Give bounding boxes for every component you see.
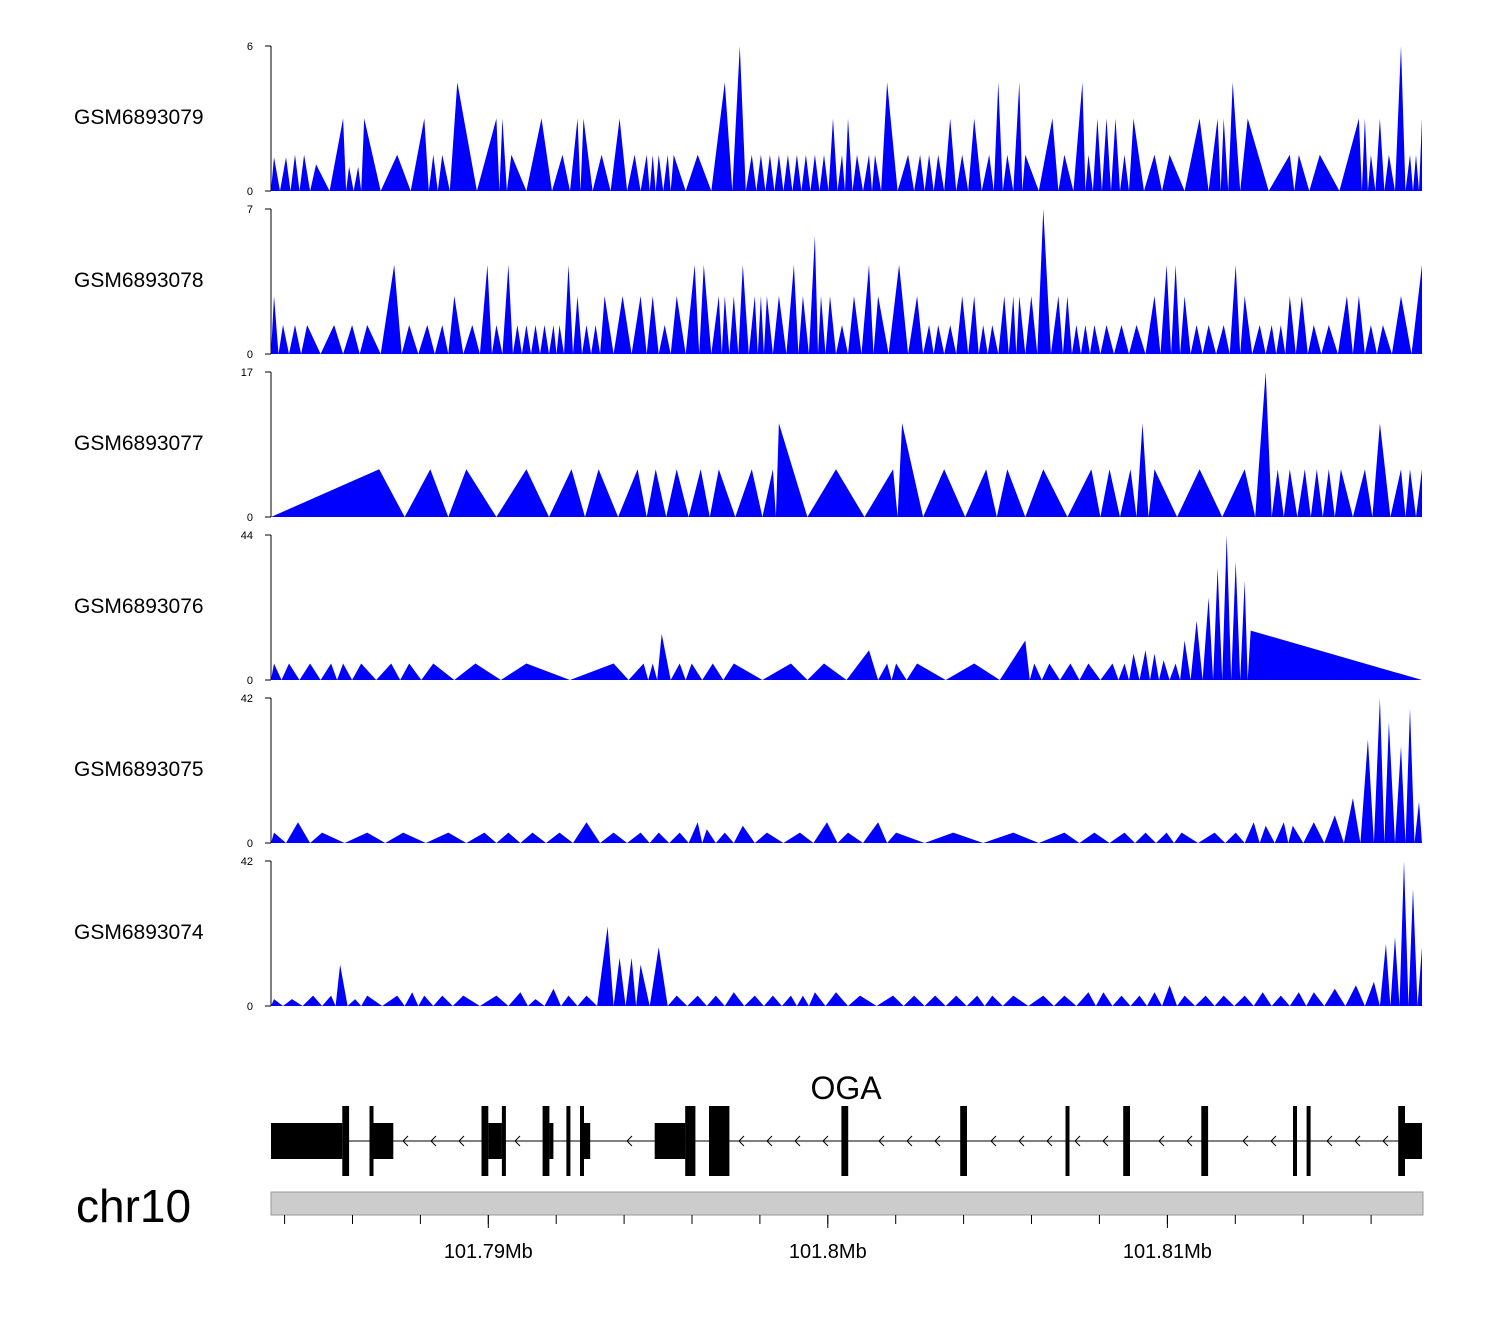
strand-arrow <box>430 1135 437 1147</box>
strand-arrow <box>906 1135 913 1147</box>
coverage-area <box>271 46 1422 191</box>
strand-arrow <box>1382 1135 1389 1147</box>
gene-exon-utr <box>583 1123 591 1159</box>
gene-exon-cds <box>1398 1106 1405 1176</box>
gene-exon-cds <box>841 1106 849 1176</box>
chromosome-label: chr10 <box>76 1180 191 1232</box>
gene-exon-cds <box>1201 1106 1209 1176</box>
track-GSM6893079: GSM6893079 6 0 <box>74 41 1422 198</box>
strand-arrow <box>1326 1135 1333 1147</box>
coverage-area <box>271 209 1422 354</box>
gene-exon-cds <box>542 1106 550 1176</box>
strand-arrow <box>514 1135 521 1147</box>
gene-exon-cds <box>369 1106 374 1176</box>
track-label: GSM6893079 <box>74 106 204 129</box>
gene-exon-cds <box>580 1106 584 1176</box>
track-label: GSM6893076 <box>74 595 204 618</box>
y-axis-max-label: 42 <box>241 856 253 868</box>
gene-name-label: OGA <box>810 1070 882 1106</box>
gene-exon-cds <box>566 1106 571 1176</box>
gene-exon-utr <box>372 1123 394 1159</box>
y-axis-max-label: 42 <box>241 693 253 705</box>
strand-arrow <box>1354 1135 1361 1147</box>
y-axis-min-label: 0 <box>247 512 253 524</box>
y-axis-min-label: 0 <box>247 1001 253 1013</box>
strand-arrow <box>1046 1135 1053 1147</box>
x-axis-tick-label: 101.79Mb <box>444 1241 533 1263</box>
track-GSM6893077: GSM6893077 17 0 <box>74 367 1422 524</box>
y-axis-max-label: 6 <box>247 41 253 53</box>
x-axis-tick-label: 101.81Mb <box>1123 1241 1212 1263</box>
strand-arrow <box>1074 1135 1081 1147</box>
strand-arrow <box>1242 1135 1249 1147</box>
strand-arrow <box>626 1135 633 1147</box>
strand-arrow <box>1186 1135 1193 1147</box>
gene-exon-cds <box>1293 1106 1297 1176</box>
strand-arrow <box>1018 1135 1025 1147</box>
gene-exon-cds <box>1123 1106 1130 1176</box>
y-axis-min-label: 0 <box>247 186 253 198</box>
ideogram-track: chr10 101.79Mb 101.8Mb 101.81Mb <box>76 1180 1424 1263</box>
gene-exon-utr <box>654 1123 686 1159</box>
y-axis-max-label: 44 <box>241 530 253 542</box>
gene-exon-cds <box>960 1106 967 1176</box>
y-axis-min-label: 0 <box>247 675 253 687</box>
coverage-area <box>271 861 1422 1006</box>
track-GSM6893075: GSM6893075 42 0 <box>74 693 1422 850</box>
gene-exon-utr <box>1405 1123 1422 1159</box>
gene-exon-cds <box>709 1106 730 1176</box>
strand-arrow <box>738 1135 745 1147</box>
gene-exon-cds <box>685 1106 696 1176</box>
strand-arrow <box>934 1135 941 1147</box>
gene-exon-cds <box>481 1106 489 1176</box>
strand-arrow <box>878 1135 885 1147</box>
chromosome-ideogram-bar <box>270 1191 1424 1216</box>
track-GSM6893076: GSM6893076 44 0 <box>74 530 1422 687</box>
track-label: GSM6893077 <box>74 432 204 455</box>
strand-arrow <box>1102 1135 1109 1147</box>
strand-arrow <box>990 1135 997 1147</box>
gene-exon-utr <box>488 1123 502 1159</box>
track-label: GSM6893074 <box>74 921 204 944</box>
gene-exon-cds <box>501 1106 506 1176</box>
coverage-area <box>271 535 1422 680</box>
gene-exon-cds <box>1065 1106 1070 1176</box>
coverage-area <box>271 372 1422 517</box>
track-GSM6893078: GSM6893078 7 0 <box>74 204 1422 361</box>
strand-arrow <box>1158 1135 1165 1147</box>
gene-exon-utr <box>549 1123 554 1159</box>
track-GSM6893074: GSM6893074 42 0 <box>74 856 1422 1013</box>
strand-arrow <box>1270 1135 1277 1147</box>
strand-arrow <box>458 1135 465 1147</box>
y-axis-max-label: 7 <box>247 204 253 216</box>
track-label: GSM6893078 <box>74 269 204 292</box>
coverage-area <box>271 698 1422 843</box>
strand-arrow <box>822 1135 829 1147</box>
gene-track: OGA <box>271 1070 1422 1176</box>
y-axis-min-label: 0 <box>247 349 253 361</box>
y-axis-min-label: 0 <box>247 838 253 850</box>
x-axis-tick-label: 101.8Mb <box>789 1241 867 1263</box>
y-axis-max-label: 17 <box>241 367 253 379</box>
strand-arrow <box>766 1135 773 1147</box>
coverage-tracks: GSM689307960GSM689307870GSM6893077170GSM… <box>74 41 1422 1013</box>
strand-arrow <box>402 1135 409 1147</box>
gene-exon-utr <box>271 1123 343 1159</box>
gene-exon-cds <box>342 1106 350 1176</box>
gene-exon-cds <box>1306 1106 1311 1176</box>
track-label: GSM6893075 <box>74 758 204 781</box>
strand-arrow <box>794 1135 801 1147</box>
